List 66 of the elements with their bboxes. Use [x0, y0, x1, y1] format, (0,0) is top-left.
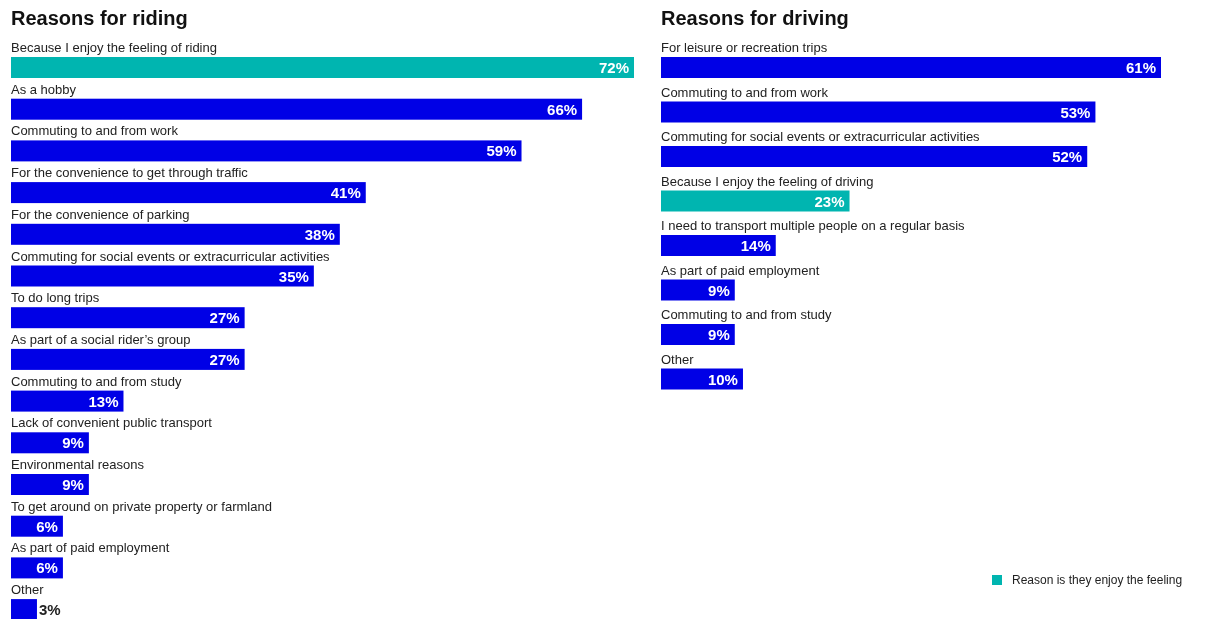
data-label: 52% [1052, 148, 1083, 165]
bar [11, 348, 245, 370]
data-label: 14% [740, 237, 771, 254]
bar [11, 140, 522, 162]
data-label: 41% [330, 184, 361, 202]
data-label: 9% [62, 434, 84, 452]
bar [11, 265, 314, 287]
data-label: 38% [304, 225, 335, 243]
data-label: 27% [209, 309, 240, 327]
chart-title: Reasons for riding [11, 7, 188, 29]
data-label: 72% [598, 59, 629, 76]
bar [661, 101, 1096, 123]
bar [11, 390, 124, 412]
y-tick-label: Environmental reasons [11, 457, 145, 472]
y-tick-label: Commuting to and from study [661, 307, 833, 322]
legend-label: Reason is they enjoy the feeling [1012, 573, 1183, 587]
data-label: 3% [38, 601, 61, 619]
data-label: 35% [278, 267, 309, 285]
data-label: 9% [708, 281, 730, 299]
bar [661, 190, 850, 212]
data-label: 23% [814, 192, 845, 210]
bar [661, 324, 735, 345]
y-tick-label: Because I enjoy the feeling of riding [11, 40, 217, 55]
y-tick-label: I need to transport multiple people on a regular basis [661, 218, 966, 233]
chart-title: Reasons for driving [661, 7, 849, 29]
y-tick-label: Commuting for social events or extracurricular activities [661, 129, 981, 144]
bar [11, 182, 366, 204]
data-label: 66% [547, 100, 578, 118]
bar [11, 432, 89, 454]
data-label: 6% [36, 517, 58, 535]
y-tick-label: For the convenience of parking [11, 206, 190, 222]
y-tick-label: Because I enjoy the feeling of driving [661, 173, 874, 189]
data-label: 13% [88, 392, 119, 410]
data-label: 10% [707, 370, 738, 388]
bar [11, 223, 340, 245]
data-label: 59% [486, 142, 517, 160]
data-label: 9% [62, 476, 84, 493]
y-tick-label: Other [11, 582, 45, 598]
y-tick-label: As part of paid employment [661, 262, 820, 278]
y-tick-label: Commuting to and from study [11, 373, 183, 389]
data-label: 53% [1060, 103, 1091, 121]
y-tick-label: For the convenience to get through traffic [11, 165, 249, 181]
bar [661, 235, 776, 256]
bar [11, 57, 634, 78]
y-tick-label: Commuting to and from work [11, 123, 179, 139]
data-label: 9% [708, 326, 730, 343]
y-tick-label: As a hobby [11, 81, 77, 97]
y-tick-label: As part of paid employment [11, 540, 170, 556]
data-label: 27% [209, 350, 240, 368]
bar [11, 98, 583, 120]
data-label: 61% [1125, 59, 1156, 76]
bar [11, 599, 37, 619]
y-tick-label: To get around on private property or farmland [11, 498, 272, 514]
y-tick-label: To do long trips [11, 290, 100, 306]
y-tick-label: Other [661, 351, 695, 367]
y-tick-label: For leisure or recreation trips [661, 40, 828, 55]
y-tick-label: Commuting for social events or extracurricular activities [11, 248, 331, 264]
y-tick-label: Lack of convenient public transport [11, 415, 213, 431]
y-tick-label: As part of a social rider’s group [11, 331, 191, 347]
bar [661, 279, 735, 301]
data-label: 6% [36, 559, 58, 577]
bar [11, 474, 89, 495]
bar [661, 146, 1088, 167]
y-tick-label: Commuting to and from work [661, 84, 829, 100]
bar [11, 307, 245, 329]
bar [661, 57, 1161, 78]
